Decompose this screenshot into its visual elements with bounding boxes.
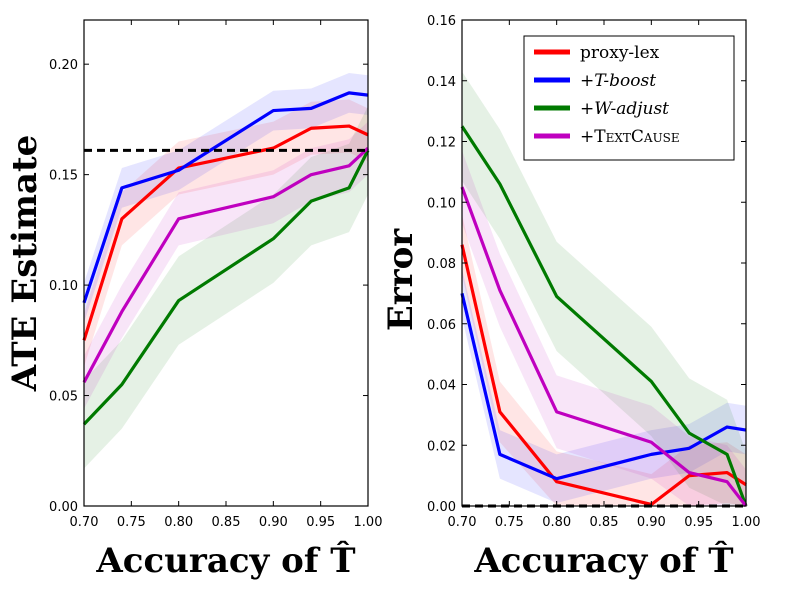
left-series-proxy-lex [82, 124, 369, 341]
left-band-textcause [84, 121, 368, 409]
right-y-tick-label: 0.12 [427, 136, 456, 151]
left-y-tick-label: 0.05 [49, 390, 78, 405]
left-x-tick-label: 0.75 [117, 515, 146, 530]
right-y-tick-label: 0.00 [427, 500, 456, 515]
right-series-textcause [460, 186, 748, 507]
legend-box [523, 35, 735, 161]
left-x-tick-label: 0.90 [259, 515, 288, 530]
right-x-tick-label: 0.85 [590, 515, 619, 530]
left-plot-frame [83, 19, 369, 507]
right-plot-frame [461, 19, 747, 507]
right-y-axis-label: Error [381, 228, 421, 331]
right-y-tick-label: 0.14 [427, 75, 456, 90]
right-band-w-adjust [462, 71, 746, 506]
left-x-axis-label: Accuracy of T̂ [95, 540, 355, 581]
left-band-proxy-lex [84, 99, 368, 367]
right-series-t-boost [460, 293, 747, 481]
error-panel: 0.70 0.75 0.80 0.85 0.90 0.95 1.00 0.00 0.02 0.04… [381, 14, 760, 581]
right-x-tick-label: 0.80 [542, 515, 571, 530]
left-y-tick-label: 0.15 [49, 169, 78, 184]
legend-label-w-adjust: +W-adjust [580, 99, 669, 119]
left-x-tick-label: 0.80 [164, 515, 193, 530]
right-y-tick-label: 0.16 [427, 14, 456, 29]
right-x-tick-label: 0.90 [637, 515, 666, 530]
left-y-tick-label: 0.00 [49, 500, 78, 515]
right-x-tick-label: 1.00 [732, 515, 761, 530]
left-x-tick-label: 0.95 [306, 515, 335, 530]
right-y-tick-label: 0.08 [427, 257, 456, 272]
left-x-tick-label: 0.70 [70, 515, 99, 530]
left-x-tick-label: 0.85 [212, 515, 241, 530]
legend: proxy-lex +T-boost +W-adjust +TextCause [523, 35, 735, 161]
right-x-tick-label: 0.95 [684, 515, 713, 530]
right-x-tick-label: 0.70 [448, 515, 477, 530]
left-y-axis-label: ATE Estimate [5, 135, 45, 393]
left-series-textcause [82, 146, 370, 384]
left-series-w-adjust [82, 149, 370, 426]
left-x-tick-label: 1.00 [354, 515, 383, 530]
legend-label-textcause: +TextCause [580, 127, 680, 147]
left-series-t-boost [82, 91, 369, 304]
right-x-tick-label: 0.75 [495, 515, 524, 530]
legend-label-proxy-lex: proxy-lex [580, 43, 660, 63]
left-y-tick-label: 0.10 [49, 279, 78, 294]
right-band-t-boost [462, 269, 746, 503]
right-y-tick-label: 0.10 [427, 196, 456, 211]
right-y-tick-label: 0.02 [427, 439, 456, 454]
right-y-tick-label: 0.06 [427, 318, 456, 333]
legend-label-t-boost: +T-boost [580, 71, 656, 91]
right-y-tick-label: 0.04 [427, 379, 456, 394]
ate-estimate-panel: 0.70 0.75 0.80 0.85 0.90 0.95 1.00 0.00 0.05 0.10… [5, 19, 383, 581]
right-band-proxy-lex [462, 214, 746, 506]
left-band-w-adjust [84, 106, 368, 469]
right-x-axis-label: Accuracy of T̂ [473, 540, 733, 581]
left-y-tick-label: 0.20 [49, 58, 78, 73]
right-series-w-adjust [460, 125, 748, 507]
